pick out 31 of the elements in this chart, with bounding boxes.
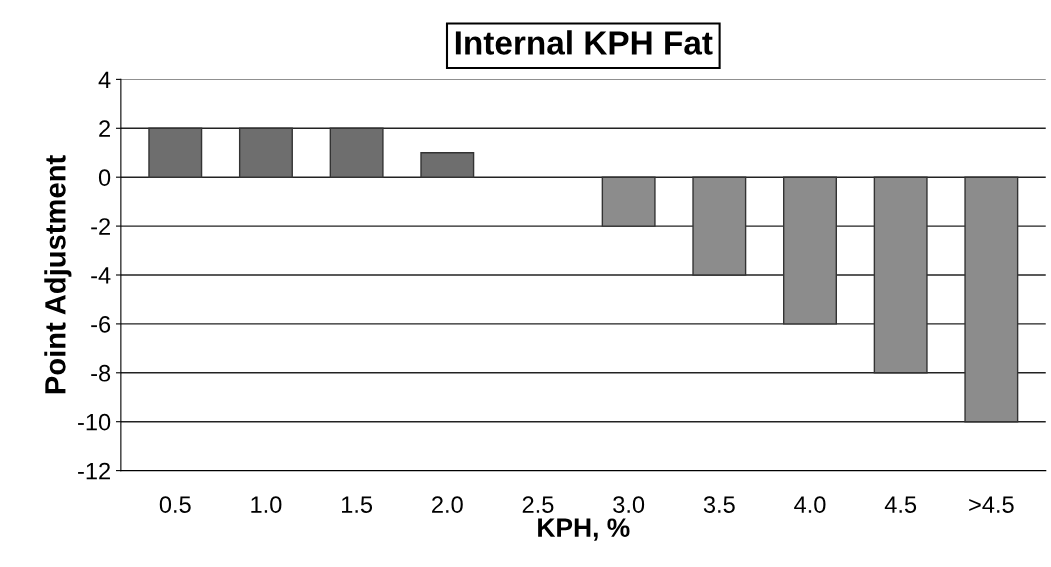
x-tick-label: 3.0 <box>613 496 645 513</box>
x-tick-label: 1.0 <box>251 496 282 513</box>
y-tick-label: -8 <box>91 364 111 382</box>
y-tick-label: 0 <box>98 169 111 186</box>
bar <box>873 176 928 374</box>
x-tick-label: 4.0 <box>794 496 826 513</box>
bar <box>692 176 747 276</box>
x-axis-title: KPH, % <box>538 518 630 541</box>
y-tick-label: -6 <box>91 315 111 333</box>
y-tick-label: 2 <box>99 120 110 137</box>
x-tick-label: 1.5 <box>342 496 373 513</box>
bar <box>783 176 837 325</box>
bar <box>238 127 293 178</box>
chart-title: Internal KPH Fat <box>455 30 713 55</box>
y-axis-title: Point Adjustment <box>44 155 72 394</box>
bar <box>420 152 475 178</box>
y-tick-label: -10 <box>78 413 111 431</box>
bar <box>148 127 203 178</box>
y-tick-label: -12 <box>78 462 110 480</box>
bar <box>964 176 1019 423</box>
bar <box>329 127 384 178</box>
x-tick-label: 2.0 <box>432 496 463 513</box>
x-tick-label: 4.5 <box>884 496 917 513</box>
x-tick-label: 2.5 <box>522 496 554 513</box>
bar <box>601 176 656 227</box>
x-tick-label: 0.5 <box>159 496 191 513</box>
x-tick-label: 3.5 <box>703 496 735 513</box>
y-tick-label: -4 <box>91 267 111 284</box>
y-tick-label: -2 <box>91 218 110 235</box>
x-tick-label: >4.5 <box>969 496 1014 513</box>
y-tick-label: 4 <box>98 71 111 88</box>
